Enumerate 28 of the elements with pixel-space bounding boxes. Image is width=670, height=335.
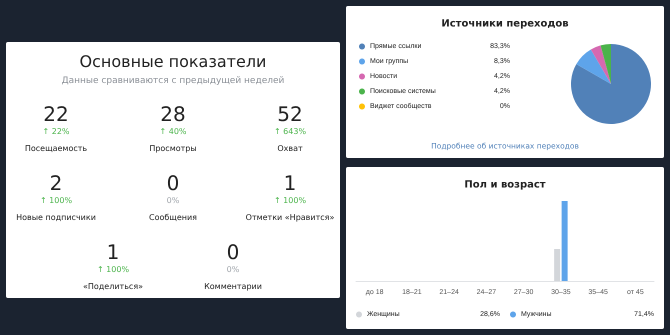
text: Комментарии xyxy=(203,282,263,291)
text: 52 xyxy=(276,102,304,126)
text: Охват xyxy=(276,144,304,153)
text: 0% xyxy=(166,195,180,207)
text: ↑ 22% xyxy=(41,126,71,138)
text: Новые подписчики xyxy=(15,213,97,222)
text: 0 xyxy=(166,171,180,195)
text: ↑ 40% xyxy=(158,126,188,138)
text: ↑ 643% xyxy=(272,126,308,138)
text: Посещаемость xyxy=(24,144,88,153)
text: Отметки «Нравится» xyxy=(244,213,336,222)
text: ↑ 100% xyxy=(272,195,308,207)
text: 1 xyxy=(106,240,120,264)
text: Сообщения xyxy=(148,213,198,222)
text: 1 xyxy=(282,171,298,195)
text: 22 xyxy=(42,102,70,126)
text: ↑ 100% xyxy=(96,264,130,276)
text: Просмотры xyxy=(148,144,198,153)
text: 28 xyxy=(159,102,187,126)
text: 0 xyxy=(226,240,240,264)
text: 2 xyxy=(48,171,64,195)
chart-title: Источники переходов xyxy=(441,18,569,30)
text: 0% xyxy=(226,264,240,276)
chart-title: Пол и возраст xyxy=(464,180,546,190)
text: Основные показатели xyxy=(78,52,268,71)
text: Данные сравниваются с предыдущей неделей xyxy=(60,76,286,86)
text: ↑ 100% xyxy=(38,195,74,207)
text: «Поделиться» xyxy=(82,282,144,291)
